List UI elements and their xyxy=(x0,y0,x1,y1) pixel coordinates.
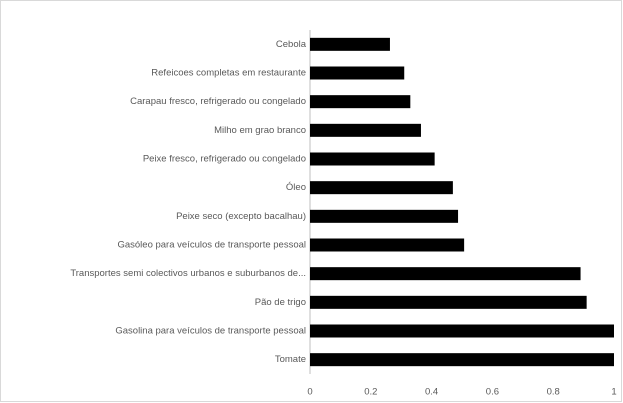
bar xyxy=(310,353,614,367)
y-tick-label: Cebola xyxy=(276,39,307,50)
x-tick-label: 1 xyxy=(611,387,616,398)
bar xyxy=(310,238,465,252)
y-tick-label: Óleo xyxy=(286,182,306,193)
bar xyxy=(310,123,421,137)
x-tick-label: 0.2 xyxy=(364,387,377,398)
bar xyxy=(310,181,453,195)
y-tick-label: Gasolina para veículos de transporte pes… xyxy=(115,326,306,337)
y-tick-label: Carapau fresco, refrigerado ou congelado xyxy=(130,96,306,107)
y-tick-label: Peixe seco (excepto bacalhau) xyxy=(176,211,306,222)
y-tick-label: Milho em grao branco xyxy=(214,125,306,136)
y-tick-label: Refeicoes completas em restaurante xyxy=(151,68,306,79)
y-tick-label: Pão de trigo xyxy=(255,297,306,308)
bar xyxy=(310,37,390,51)
bar xyxy=(310,324,614,338)
x-tick-label: 0.4 xyxy=(425,387,438,398)
x-tick-label: 0.8 xyxy=(547,387,560,398)
y-tick-label: Peixe fresco, refrigerado ou congelado xyxy=(143,154,306,165)
y-tick-label: Gasóleo para veículos de transporte pess… xyxy=(117,240,306,251)
x-tick-label: 0.6 xyxy=(486,387,499,398)
bar xyxy=(310,152,435,166)
bar xyxy=(310,95,411,109)
bar xyxy=(310,209,459,223)
bar xyxy=(310,267,581,281)
y-tick-label: Transportes semi colectivos urbanos e su… xyxy=(70,268,306,279)
x-tick-label: 0 xyxy=(307,387,312,398)
bar xyxy=(310,295,587,309)
y-tick-label: Tomate xyxy=(275,354,306,365)
bar xyxy=(310,66,405,80)
